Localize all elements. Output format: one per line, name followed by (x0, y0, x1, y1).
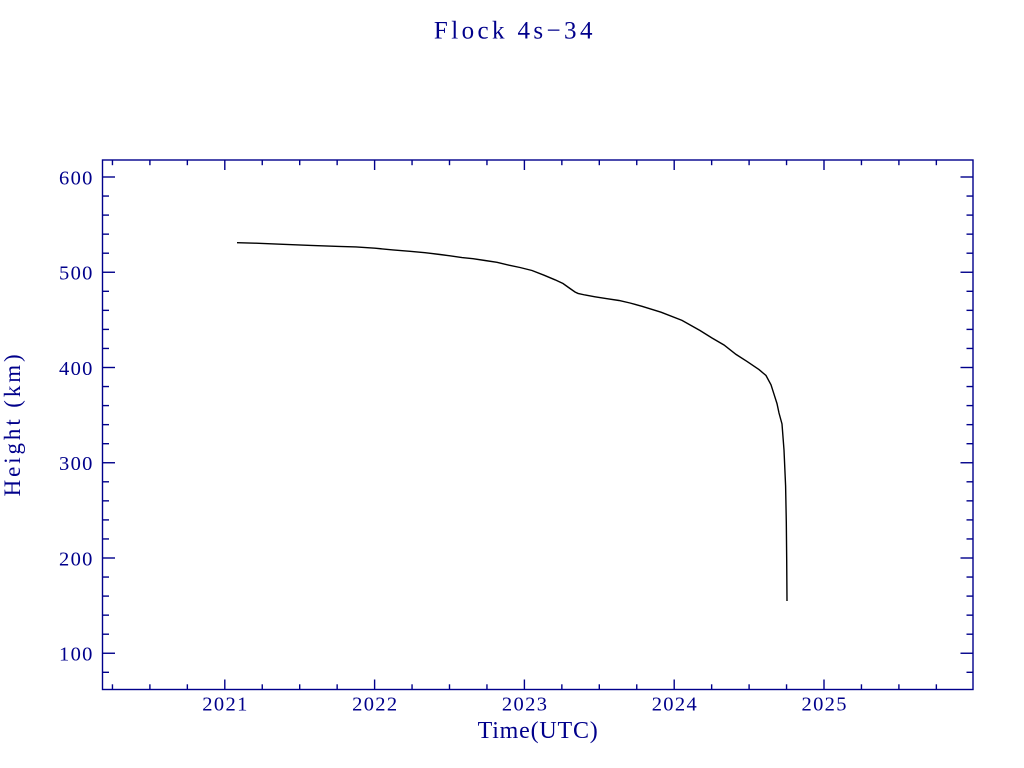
svg-text:2021: 2021 (202, 693, 248, 715)
svg-text:400: 400 (59, 358, 94, 380)
svg-text:2025: 2025 (801, 693, 847, 715)
svg-text:Time(UTC): Time(UTC) (478, 718, 599, 744)
svg-text:200: 200 (59, 548, 94, 570)
svg-text:100: 100 (59, 644, 94, 666)
svg-text:Height (km): Height (km) (0, 351, 25, 496)
svg-text:2023: 2023 (502, 693, 548, 715)
svg-text:2022: 2022 (352, 693, 398, 715)
svg-text:500: 500 (59, 263, 94, 285)
svg-text:Flock 4s−34: Flock 4s−34 (434, 18, 596, 45)
svg-text:300: 300 (59, 453, 94, 475)
svg-text:600: 600 (59, 167, 94, 189)
svg-text:2024: 2024 (652, 693, 698, 715)
